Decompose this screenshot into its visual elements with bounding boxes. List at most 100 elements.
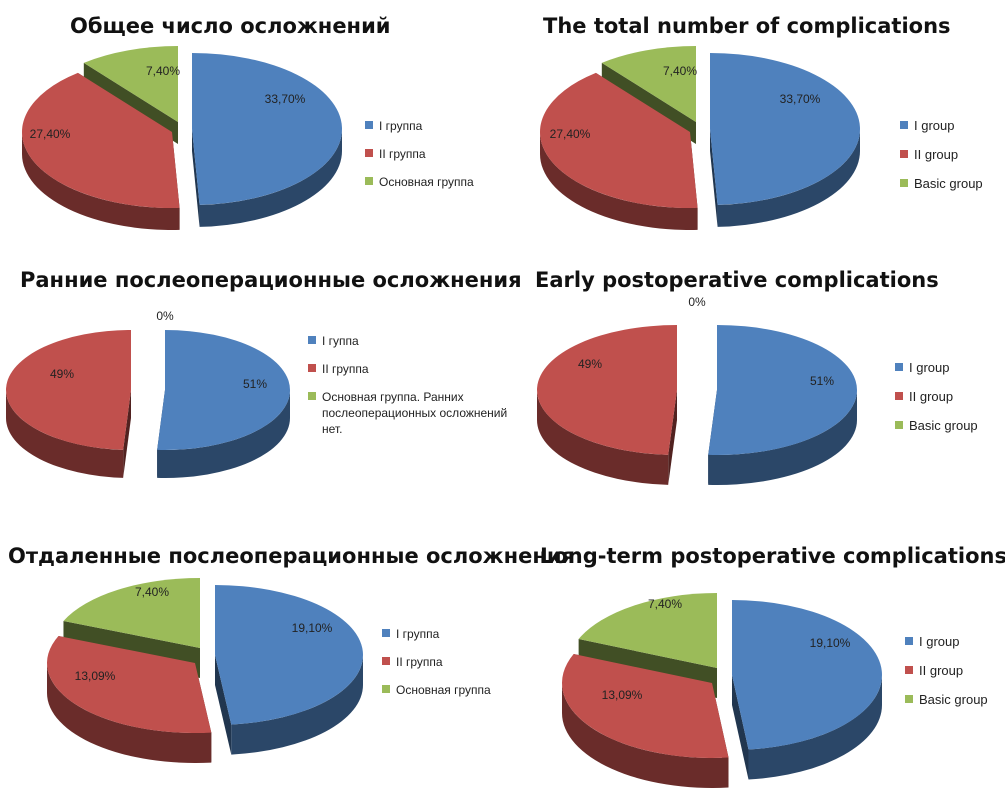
- pie-slice: [157, 330, 291, 450]
- legend-label: Basic group: [919, 692, 988, 707]
- legend-item-group2: II group: [905, 663, 988, 679]
- pie-slice-wall: [732, 675, 749, 780]
- chart-title: Early postoperative complications: [535, 268, 939, 292]
- chart-title: Long-term postoperative complications: [540, 544, 1005, 568]
- legend-item-group1: I группа: [365, 118, 474, 134]
- legend-item-group2: II группа: [382, 654, 491, 670]
- legend-swatch-green: [365, 177, 373, 185]
- legend-label: II группа: [322, 362, 369, 376]
- legend-swatch-green: [900, 179, 908, 187]
- legend-swatch-green: [895, 421, 903, 429]
- pie-slice-side: [47, 663, 212, 763]
- legend-item-basic: Basic group: [900, 176, 983, 192]
- legend-swatch-red: [905, 666, 913, 674]
- legend-item-group2: II group: [895, 389, 978, 405]
- pie-data-label: 7,40%: [648, 597, 682, 611]
- pie-slice-side: [537, 390, 669, 485]
- legend-item-group1: I group: [900, 118, 983, 134]
- chart-title: Отдаленные послеоперационные осложнения: [8, 544, 576, 568]
- legend-label: Basic group: [914, 176, 983, 191]
- pie-slice: [710, 53, 861, 205]
- legend-item-group2: II group: [900, 147, 983, 163]
- pie-slice: [6, 330, 131, 450]
- pie-slice: [63, 578, 201, 648]
- legend-swatch-blue: [895, 363, 903, 371]
- legend-label: I group: [919, 634, 960, 649]
- pie-slice-side: [6, 390, 124, 478]
- legend-item-basic: Основная группа. Ранних послеоперационны…: [308, 389, 508, 437]
- legend-label: I гуппа: [322, 334, 359, 348]
- legend: I group II group Basic group: [900, 118, 983, 205]
- legend: I группа II группа Основная группа: [365, 118, 474, 202]
- pie-slice-wall: [192, 129, 200, 227]
- pie-data-label: 19,10%: [810, 636, 851, 650]
- legend-item-group1: I group: [895, 360, 978, 376]
- pie-slice-side: [199, 129, 342, 227]
- legend: I group II group Basic group: [895, 360, 978, 447]
- legend: I группа II группа Основная группа: [382, 626, 491, 710]
- legend-item-basic: Основная группа: [365, 174, 474, 190]
- pie-slice-wall: [123, 390, 131, 478]
- pie-chart-early-ru: 51% 49% 0%: [6, 309, 291, 478]
- pie-slice-side: [231, 655, 363, 755]
- legend-label: II group: [919, 663, 964, 678]
- legend-label: II group: [914, 147, 959, 162]
- pie-chart-total-en: 33,70% 27,40% 7,40%: [540, 46, 861, 230]
- legend: I гуппа II группа Основная группа. Ранни…: [308, 333, 508, 449]
- pie-data-label: 7,40%: [663, 64, 697, 78]
- pie-slice-wall: [668, 390, 677, 485]
- pie-slice: [578, 593, 717, 668]
- legend-swatch-green: [382, 685, 390, 693]
- pie-data-label: 13,09%: [75, 669, 116, 683]
- legend-swatch-red: [382, 657, 390, 665]
- pie-slice-wall: [710, 129, 718, 227]
- pie-slice: [708, 325, 857, 455]
- legend-label: I group: [909, 360, 950, 375]
- pie-data-label: 19,10%: [292, 621, 333, 635]
- legend-swatch-blue: [905, 637, 913, 645]
- pie-data-label: 33,70%: [780, 92, 821, 106]
- legend-item-group2: II группа: [365, 146, 474, 162]
- pie-slice-side: [22, 132, 180, 230]
- pie-slice: [601, 46, 696, 122]
- chart-title: The total number of complications: [543, 14, 951, 38]
- legend-swatch-blue: [382, 629, 390, 637]
- pie-slice: [192, 53, 343, 205]
- legend-swatch-blue: [900, 121, 908, 129]
- legend-swatch-green: [905, 695, 913, 703]
- legend-label: II группа: [379, 147, 426, 161]
- pie-slice: [536, 325, 677, 455]
- pie-slice: [46, 635, 212, 733]
- pie-slice: [540, 72, 698, 209]
- legend-swatch-blue: [308, 336, 316, 344]
- legend-item-group1: I группа: [382, 626, 491, 642]
- legend-swatch-blue: [365, 121, 373, 129]
- pie-chart-longterm-ru: 19,10% 13,09% 7,40%: [46, 578, 364, 763]
- pie-data-label: 51%: [810, 374, 834, 388]
- pie-slice: [83, 46, 178, 122]
- legend: I group II group Basic group: [905, 634, 988, 721]
- legend-swatch-red: [895, 392, 903, 400]
- pie-slice-side: [561, 683, 729, 788]
- pie-slice-side: [708, 390, 857, 485]
- legend-item-basic: Основная группа: [382, 682, 491, 698]
- pie-data-label: 51%: [243, 377, 267, 391]
- chart-title: Общее число осложнений: [70, 14, 391, 38]
- legend-item-group2: II группа: [308, 361, 508, 377]
- legend-label: I group: [914, 118, 955, 133]
- pie-data-label: 0%: [156, 309, 174, 323]
- pie-slice-side: [717, 129, 861, 227]
- legend-swatch-red: [900, 150, 908, 158]
- legend-swatch-red: [365, 149, 373, 157]
- pie-slice: [732, 600, 883, 750]
- pie-data-label: 7,40%: [135, 585, 169, 599]
- legend-label: Основная группа: [396, 683, 491, 697]
- pie-slice: [22, 72, 180, 209]
- legend-label: Basic group: [909, 418, 978, 433]
- pie-data-label: 0%: [688, 295, 706, 309]
- legend-item-basic: Basic group: [895, 418, 978, 434]
- legend-label: I группа: [379, 119, 423, 133]
- chart-title: Ранние послеоперационные осложнения: [20, 268, 522, 292]
- legend-label: II группа: [396, 655, 443, 669]
